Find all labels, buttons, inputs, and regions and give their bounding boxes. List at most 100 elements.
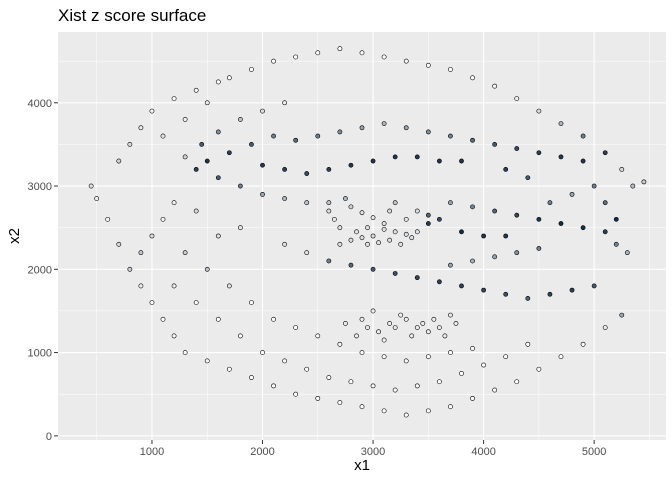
data-point: [536, 216, 542, 222]
data-point: [514, 96, 520, 102]
data-point: [425, 129, 431, 135]
data-point: [331, 216, 337, 222]
data-point: [348, 262, 354, 268]
y-tick-label: 2000: [28, 264, 52, 276]
data-point: [580, 225, 586, 231]
data-point: [337, 129, 343, 135]
data-point: [370, 308, 376, 314]
data-point: [260, 162, 265, 168]
data-point: [182, 250, 188, 256]
data-point: [536, 366, 542, 372]
data-point: [271, 383, 276, 389]
data-point: [359, 235, 365, 241]
data-point: [459, 370, 464, 376]
data-point: [569, 287, 575, 293]
data-point: [630, 183, 636, 189]
data-point: [436, 216, 442, 222]
data-point: [293, 137, 299, 143]
data-point: [547, 291, 553, 297]
data-point: [448, 200, 453, 206]
data-point: [138, 250, 144, 256]
data-point: [337, 46, 343, 52]
data-point: [237, 225, 243, 231]
data-point: [370, 266, 376, 272]
data-point: [249, 67, 254, 72]
data-point: [403, 358, 409, 364]
data-point: [326, 375, 332, 380]
data-point: [403, 231, 409, 237]
data-point: [326, 200, 332, 206]
data-point: [536, 108, 542, 114]
data-point: [304, 200, 310, 206]
data-point: [414, 325, 420, 330]
data-point: [215, 79, 221, 85]
data-point: [580, 133, 586, 139]
data-point: [376, 240, 381, 246]
data-point: [204, 100, 210, 106]
data-point: [365, 241, 370, 247]
data-point: [88, 183, 94, 189]
x-tick-label: 1000: [140, 446, 164, 458]
data-point: [282, 100, 288, 106]
data-point: [370, 383, 376, 389]
x-tick-label: 4000: [471, 446, 495, 458]
data-point: [359, 125, 365, 131]
data-point: [171, 333, 177, 339]
data-point: [149, 233, 155, 239]
y-tick-label: 3000: [28, 181, 52, 193]
data-point: [436, 158, 442, 164]
data-point: [282, 241, 288, 247]
data-point: [619, 312, 625, 318]
data-point: [326, 258, 332, 264]
data-point: [215, 129, 221, 135]
data-point: [436, 325, 442, 330]
data-point: [425, 354, 431, 360]
data-point: [514, 250, 520, 256]
data-point: [237, 183, 243, 189]
data-point: [304, 250, 310, 256]
data-point: [503, 166, 509, 172]
data-point: [226, 366, 232, 372]
data-point: [215, 175, 221, 181]
data-point: [431, 316, 437, 322]
data-point: [359, 404, 365, 410]
data-point: [459, 283, 464, 289]
data-point: [403, 316, 409, 322]
data-point: [409, 235, 415, 241]
data-point: [580, 341, 586, 347]
data-point: [160, 216, 166, 222]
data-point: [503, 354, 509, 360]
data-point: [414, 208, 420, 214]
data-point: [365, 325, 370, 330]
data-point: [392, 200, 398, 206]
data-point: [215, 316, 221, 322]
data-point: [249, 142, 254, 147]
data-point: [503, 291, 509, 297]
data-point: [442, 333, 448, 339]
data-point: [558, 221, 564, 226]
data-point: [171, 96, 177, 102]
data-point: [591, 183, 597, 189]
data-point: [503, 233, 509, 239]
data-point: [547, 200, 553, 206]
data-point: [348, 237, 354, 243]
data-point: [514, 212, 520, 218]
x-axis-ticks: 1000 2000 3000 4000 5000: [140, 440, 606, 458]
data-point: [237, 117, 243, 122]
data-point: [448, 67, 453, 72]
data-point: [453, 321, 459, 326]
data-point: [282, 358, 288, 364]
data-point: [94, 196, 100, 201]
data-point: [414, 229, 420, 235]
data-point: [448, 312, 453, 318]
data-point: [271, 58, 276, 64]
data-point: [602, 325, 608, 330]
data-point: [160, 133, 166, 139]
data-point: [481, 362, 486, 368]
data-point: [149, 108, 155, 114]
data-point: [481, 233, 486, 239]
data-point: [370, 158, 376, 164]
data-point: [403, 412, 409, 418]
data-point: [387, 208, 393, 214]
data-point: [403, 216, 409, 222]
